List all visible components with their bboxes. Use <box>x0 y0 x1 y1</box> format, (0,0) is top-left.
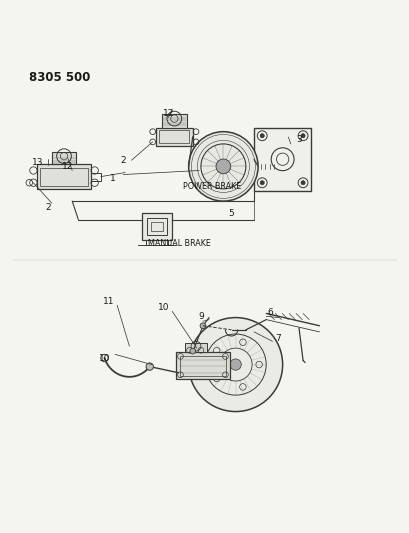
Circle shape <box>188 132 258 201</box>
Text: MANUAL BRAKE: MANUAL BRAKE <box>147 239 210 248</box>
Bar <box>40 167 88 185</box>
Circle shape <box>146 363 153 370</box>
Bar <box>162 115 186 127</box>
Text: 12: 12 <box>162 109 173 118</box>
Text: 12: 12 <box>62 162 74 171</box>
Circle shape <box>216 159 230 174</box>
Circle shape <box>260 134 264 138</box>
Bar <box>37 164 90 189</box>
Circle shape <box>300 181 304 185</box>
Bar <box>254 127 310 191</box>
Bar <box>142 213 172 240</box>
Bar <box>176 352 229 379</box>
Bar <box>155 127 192 146</box>
Text: 9: 9 <box>198 312 203 321</box>
Text: 8305 500: 8305 500 <box>29 71 90 84</box>
Circle shape <box>260 181 264 185</box>
Text: 6: 6 <box>267 308 272 317</box>
Circle shape <box>200 323 205 329</box>
Text: 5: 5 <box>228 209 234 218</box>
Text: 3: 3 <box>295 135 301 144</box>
Text: 11: 11 <box>103 297 115 306</box>
Text: 13: 13 <box>31 158 43 167</box>
Bar <box>179 356 226 376</box>
Bar <box>90 173 101 181</box>
Circle shape <box>189 348 195 354</box>
Circle shape <box>300 134 304 138</box>
Text: POWER BRAKE: POWER BRAKE <box>182 182 240 191</box>
Circle shape <box>188 318 282 411</box>
Text: 10: 10 <box>99 354 110 363</box>
Bar <box>52 152 76 164</box>
Text: 1: 1 <box>110 174 116 183</box>
Bar <box>150 222 163 231</box>
Text: 10: 10 <box>158 303 169 312</box>
Text: 7: 7 <box>275 334 281 343</box>
Circle shape <box>229 359 240 370</box>
Bar <box>184 343 207 352</box>
Text: 2: 2 <box>120 156 126 165</box>
Bar <box>146 219 167 235</box>
Bar <box>159 131 189 143</box>
Text: 2: 2 <box>45 203 50 212</box>
